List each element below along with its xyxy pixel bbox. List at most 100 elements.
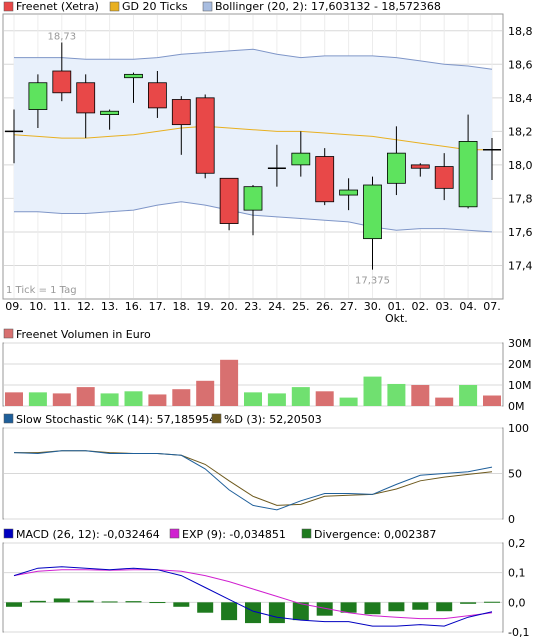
divergence-bar [149, 602, 166, 604]
volume-bar [244, 392, 262, 406]
date-axis: 09. 10. 11. 12. 13. 16. 17. 18. 19. 20. 23. 24. 25. 2… [5, 300, 501, 313]
date-tick-label: 18. [173, 300, 191, 313]
exp-line [13, 569, 493, 620]
legend-label-gd20: GD 20 Ticks [122, 0, 188, 13]
stochastic-grid [4, 427, 502, 520]
legend-label-macd: MACD (26, 12): -0,032464 [16, 528, 160, 541]
candle-body [410, 164, 430, 169]
date-tick-label: 30. [364, 300, 382, 313]
divergence-bar [125, 601, 142, 603]
divergence-bar [436, 602, 453, 612]
volume-tick-label: 0M [508, 400, 525, 413]
volume-y-axis: 30M 20M 10M 0M [508, 337, 532, 413]
divergence-bar [484, 601, 500, 603]
date-tick-label: 16. [125, 300, 143, 313]
stochastic-tick-label: 100 [508, 422, 529, 435]
date-tick-label: 12. [77, 300, 95, 313]
volume-bar [315, 391, 334, 406]
candle-body [339, 189, 359, 196]
legend-swatch-freenet [3, 1, 14, 12]
volume-bar [124, 391, 143, 406]
stochastic-tick-label: 0 [508, 513, 515, 526]
divergence-bars [6, 598, 500, 624]
volume-tick-label: 10M [508, 379, 532, 392]
divergence-bar [245, 602, 261, 624]
date-tick-label: 07. [483, 300, 501, 313]
volume-bar [339, 397, 358, 406]
legend-label-bollinger: Bollinger (20, 2): 17,603132 - 18,572368 [215, 0, 441, 13]
candle-body [171, 99, 191, 126]
candles [5, 42, 501, 270]
date-tick-label: 10. [29, 300, 47, 313]
price-tick-label: 18,6 [508, 58, 533, 71]
legend-swatch-bollinger [202, 1, 213, 12]
candle-body [52, 70, 72, 94]
divergence-bar [77, 600, 94, 603]
volume-bar [100, 393, 119, 406]
date-tick-label: 20. [220, 300, 238, 313]
legend-label-divergence: Divergence: 0,002387 [314, 528, 436, 541]
low-annotation: 17,375 [355, 276, 390, 287]
volume-bar [28, 392, 47, 406]
legend-swatch-exp [169, 528, 180, 539]
macd-line [13, 566, 493, 627]
volume-bar [76, 387, 95, 406]
date-tick-label: 19. [196, 300, 214, 313]
volume-bar [220, 359, 239, 406]
date-tick-label: 11. [53, 300, 71, 313]
high-annotation: 18,73 [47, 32, 76, 43]
divergence-bar [316, 602, 333, 616]
volume-bar [267, 393, 286, 406]
volume-bar [196, 380, 215, 406]
macd-tick-label: 0,0 [508, 596, 526, 609]
volume-bars [5, 359, 501, 406]
divergence-bar [412, 602, 429, 610]
date-tick-label: 02. [412, 300, 430, 313]
date-tick-label: 17. [149, 300, 167, 313]
date-tick-label: 24. [268, 300, 286, 313]
price-tick-label: 18,4 [508, 92, 533, 105]
legend-label-exp: EXP (9): -0,034851 [182, 528, 286, 541]
price-tick-label: 18,2 [508, 125, 533, 138]
price-tick-label: 17,4 [508, 259, 533, 272]
stochastic-panel: Slow Stochastic %K (14): 57,185954 %D (3… [2, 413, 529, 526]
volume-bar [172, 389, 191, 406]
volume-tick-label: 30M [508, 337, 532, 350]
volume-bar [5, 392, 23, 406]
macd-panel: MACD (26, 12): -0,032464 EXP (9): -0,034… [2, 528, 529, 639]
candle-body [363, 184, 382, 240]
tick-info-label: 1 Tick = 1 Tag [6, 285, 77, 296]
price-tick-label: 17,8 [508, 192, 533, 205]
candle-body [434, 166, 454, 189]
price-y-axis: 18,8 18,6 18,4 18,2 18,0 17,8 17,6 17,4 [508, 25, 533, 273]
candle-body [28, 82, 48, 110]
candle-body [315, 156, 335, 203]
candle-body [195, 97, 215, 174]
candle-body [147, 82, 167, 109]
divergence-bar [53, 598, 70, 603]
price-legend: Freenet (Xetra) GD 20 Ticks Bollinger (2… [3, 0, 441, 13]
divergence-bar [6, 602, 22, 607]
volume-bar [459, 385, 478, 406]
date-tick-label: 25. [292, 300, 310, 313]
volume-tick-label: 20M [508, 358, 532, 371]
volume-bar [435, 397, 454, 406]
volume-bar [148, 394, 167, 406]
price-tick-label: 18,0 [508, 159, 533, 172]
legend-swatch-volume [3, 328, 14, 339]
month-label: Okt. [385, 312, 408, 325]
divergence-bar [388, 602, 405, 612]
date-tick-label: 26. [316, 300, 334, 313]
divergence-bar [197, 602, 214, 613]
legend-swatch-gd20 [109, 1, 120, 12]
price-tick-label: 18,8 [508, 25, 533, 38]
bollinger-upper-line [14, 48, 493, 70]
divergence-bar [292, 602, 309, 621]
legend-swatch-macd [3, 528, 14, 539]
date-tick-label: 27. [340, 300, 358, 313]
date-tick-label: 01. [388, 300, 406, 313]
volume-bar [411, 385, 430, 406]
divergence-bar [173, 602, 190, 607]
legend-swatch-slow-k [3, 413, 14, 424]
volume-bar [363, 376, 382, 406]
